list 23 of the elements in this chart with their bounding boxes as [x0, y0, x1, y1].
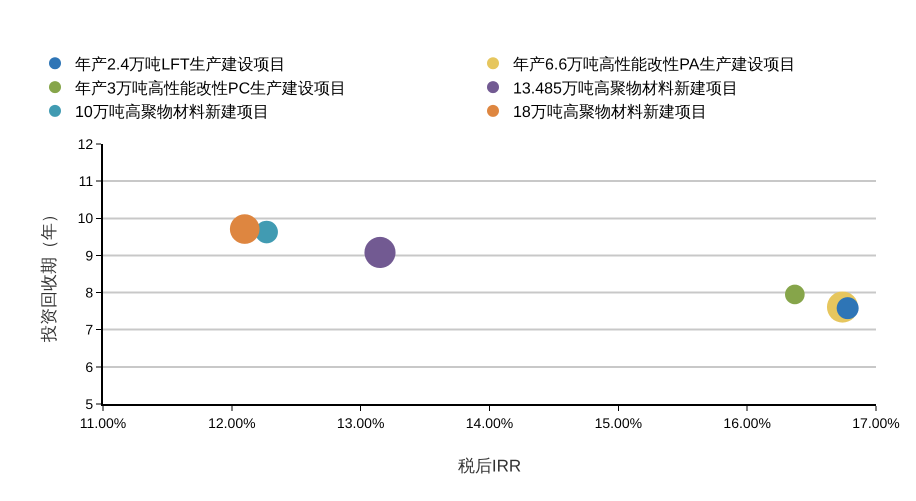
legend-label: 年产2.4万吨LFT生产建设项目 — [75, 56, 286, 74]
y-tick-label: 6 — [85, 358, 94, 375]
x-tick-label: 13.00% — [336, 414, 384, 431]
y-tick-label: 5 — [85, 396, 94, 412]
y-tick-label: 12 — [78, 136, 94, 152]
y-tick-label: 10 — [78, 210, 94, 226]
legend-label: 18万吨高聚物材料新建项目 — [513, 103, 707, 122]
y-axis-title: 投资回收期（年） — [40, 206, 59, 343]
x-tick-label: 12.00% — [208, 414, 256, 431]
x-tick-label: 17.00% — [852, 414, 900, 431]
y-tick-label: 11 — [78, 173, 94, 190]
x-tick-label: 14.00% — [466, 414, 514, 431]
y-tick-label: 9 — [85, 247, 94, 264]
y-tick-label: 7 — [85, 322, 94, 338]
x-tick-label: 16.00% — [723, 414, 771, 431]
legend-label: 10万吨高聚物材料新建项目 — [75, 103, 269, 122]
y-tick-label: 8 — [85, 284, 94, 300]
x-tick-label: 15.00% — [594, 414, 642, 431]
x-tick-label: 11.00% — [80, 414, 126, 431]
x-axis-title: 税后IRR — [458, 456, 522, 476]
legend-label: 年产3万吨高性能改性PC生产建设项目 — [75, 79, 346, 98]
legend-label: 13.485万吨高聚物材料新建项目 — [513, 79, 738, 98]
legend-label: 年产6.6万吨高性能改性PA生产建设项目 — [513, 56, 796, 74]
